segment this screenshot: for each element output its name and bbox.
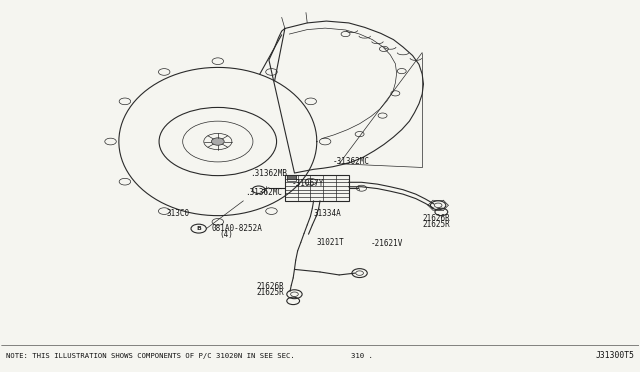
Text: .31362MC: .31362MC xyxy=(244,188,282,197)
Text: 21626R: 21626R xyxy=(256,282,284,291)
Text: -31362MC: -31362MC xyxy=(333,157,370,166)
Text: J31300T5: J31300T5 xyxy=(596,351,635,360)
Text: NOTE: THIS ILLUSTRATION SHOWS COMPONENTS OF P/C 31020N IN SEE SEC.: NOTE: THIS ILLUSTRATION SHOWS COMPONENTS… xyxy=(6,353,294,359)
Text: 31334A: 31334A xyxy=(314,209,341,218)
Text: 21626R: 21626R xyxy=(422,214,450,223)
Text: -31067Y: -31067Y xyxy=(291,179,324,187)
Text: .31362MB: .31362MB xyxy=(250,169,287,177)
Text: (4): (4) xyxy=(220,230,234,240)
Text: 21625R: 21625R xyxy=(256,288,284,297)
Text: 081A0-8252A: 081A0-8252A xyxy=(211,224,262,233)
Circle shape xyxy=(211,138,224,145)
Text: 31021T: 31021T xyxy=(317,238,344,247)
Text: -21621V: -21621V xyxy=(371,239,403,248)
Text: 313C0: 313C0 xyxy=(167,209,190,218)
Text: 21625R: 21625R xyxy=(422,220,450,229)
Text: 310 .: 310 . xyxy=(351,353,372,359)
Text: B: B xyxy=(196,226,201,231)
